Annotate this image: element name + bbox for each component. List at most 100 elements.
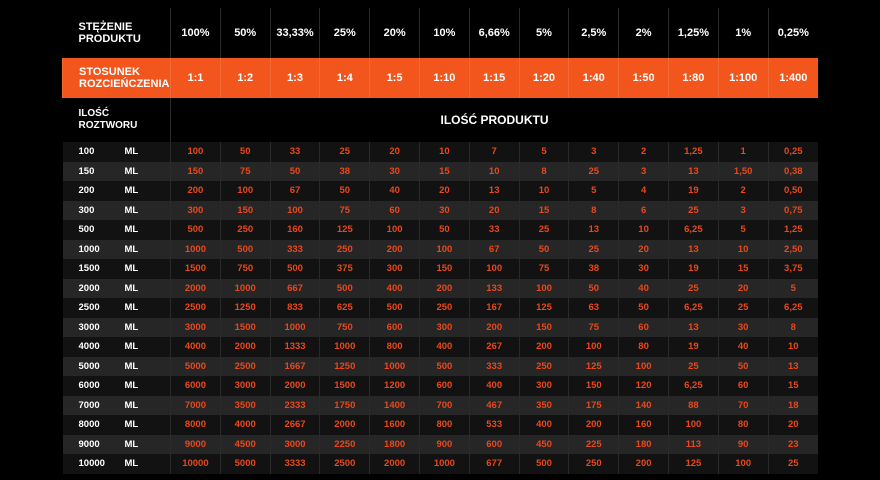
product-amount: 1250 bbox=[219, 298, 271, 318]
volume-cell: 100 ML bbox=[62, 142, 171, 162]
volume-cell: 2000 ML bbox=[62, 278, 171, 298]
product-amount: 167 bbox=[468, 298, 520, 318]
data-row: 6000 ML 6000 3000 2000 1500 1200 600 400 300 150 12… bbox=[62, 376, 818, 396]
product-amount: 38 bbox=[568, 259, 619, 279]
product-amount: 125 bbox=[518, 298, 569, 318]
product-amount: 1000 bbox=[269, 317, 320, 337]
volume-cell: 500 ML bbox=[62, 220, 171, 240]
product-amount: 15 bbox=[518, 200, 569, 220]
concentration-row: STĘŻENIE PRODUKTU 100% 50% 33,33% 25% 20% 10% 6… bbox=[63, 8, 818, 58]
product-amount: 100 bbox=[219, 181, 271, 201]
product-amount: 467 bbox=[468, 395, 520, 415]
data-row: 100 ML 100 50 33 25 20 10 7 5 3 2 1,25 1 0,25 bbox=[62, 142, 818, 162]
volume: 500 bbox=[78, 224, 95, 236]
data-row: 10000 ML 10000 5000 3333 2500 2000 1000 677 500 25… bbox=[62, 454, 818, 474]
product-amount: 67 bbox=[269, 181, 320, 201]
ratio-cell: 1:5 bbox=[369, 58, 420, 98]
product-amount: 400 bbox=[468, 376, 520, 396]
ratio-cell: 1:400 bbox=[767, 58, 818, 98]
product-amount: 4 bbox=[618, 181, 669, 201]
unit: ML bbox=[124, 165, 139, 177]
product-amount: 40 bbox=[369, 181, 420, 201]
product-amount: 13 bbox=[767, 356, 818, 376]
product-amount: 250 bbox=[518, 356, 569, 376]
product-amount: 7 bbox=[468, 142, 520, 162]
product-amount: 500 bbox=[518, 454, 569, 474]
product-amount: 60 bbox=[369, 200, 420, 220]
product-amount: 3000 bbox=[170, 317, 221, 337]
product-amount: 25 bbox=[667, 278, 719, 298]
product-amount: 125 bbox=[568, 356, 619, 376]
volume: 9000 bbox=[78, 438, 100, 450]
product-amount: 600 bbox=[468, 434, 520, 454]
product-amount: 750 bbox=[219, 259, 271, 279]
product-amount: 4000 bbox=[170, 337, 221, 357]
product-amount: 2000 bbox=[269, 376, 320, 396]
unit: ML bbox=[124, 146, 139, 158]
product-amount: 5 bbox=[767, 278, 818, 298]
product-amount: 6,25 bbox=[667, 376, 719, 396]
product-amount: 7000 bbox=[170, 395, 221, 415]
data-row: 5000 ML 5000 2500 1667 1250 1000 500 333 250 125 10… bbox=[62, 356, 818, 376]
product-amount: 150 bbox=[568, 376, 619, 396]
concentration-cell: 10% bbox=[419, 8, 470, 58]
product-amount: 25 bbox=[568, 239, 619, 259]
product-amount: 2500 bbox=[170, 298, 221, 318]
product-amount: 100 bbox=[518, 278, 569, 298]
product-amount: 1,25 bbox=[767, 220, 818, 240]
product-amount: 19 bbox=[667, 181, 719, 201]
concentration-cell: 2% bbox=[618, 8, 669, 58]
product-amount: 75 bbox=[568, 317, 619, 337]
product-amount: 3333 bbox=[269, 454, 320, 474]
ratio-cell: 1:2 bbox=[219, 58, 271, 98]
product-amount: 6000 bbox=[170, 376, 221, 396]
product-amount: 6,25 bbox=[767, 298, 818, 318]
ratio-cell: 1:15 bbox=[468, 58, 520, 98]
volume: 2000 bbox=[78, 282, 100, 294]
product-amount: 8 bbox=[568, 200, 619, 220]
product-amount: 600 bbox=[369, 317, 420, 337]
product-amount: 13 bbox=[667, 239, 719, 259]
concentration-cell: 0,25% bbox=[767, 8, 818, 58]
product-amount: 500 bbox=[319, 278, 370, 298]
product-amount: 3,75 bbox=[767, 259, 818, 279]
unit: ML bbox=[124, 263, 139, 275]
concentration-cell: 1,25% bbox=[667, 8, 719, 58]
product-amount: 2000 bbox=[319, 415, 370, 435]
product-amount: 300 bbox=[518, 376, 569, 396]
product-amount: 1200 bbox=[369, 376, 420, 396]
product-amount: 200 bbox=[518, 337, 569, 357]
product-amount: 2667 bbox=[269, 415, 320, 435]
unit: ML bbox=[124, 185, 139, 197]
product-amount: 88 bbox=[667, 395, 719, 415]
product-amount: 300 bbox=[419, 317, 470, 337]
product-amount: 3 bbox=[568, 142, 619, 162]
product-amount: 25 bbox=[717, 298, 769, 318]
product-amount: 1250 bbox=[319, 356, 370, 376]
product-amount: 10 bbox=[717, 239, 769, 259]
product-amount: 350 bbox=[518, 395, 569, 415]
product-amount: 600 bbox=[419, 376, 470, 396]
volume: 200 bbox=[78, 185, 95, 197]
product-amount: 75 bbox=[319, 200, 370, 220]
product-amount: 10 bbox=[767, 337, 818, 357]
product-amount: 8000 bbox=[170, 415, 221, 435]
product-amount: 1600 bbox=[369, 415, 420, 435]
product-amount: 50 bbox=[568, 278, 619, 298]
product-amount: 1000 bbox=[170, 239, 221, 259]
ratio-label: STOSUNEK ROZCIEŃCZENIA bbox=[79, 66, 170, 90]
product-amount: 25 bbox=[319, 142, 370, 162]
product-amount: 8 bbox=[767, 317, 818, 337]
concentration-cell: 2,5% bbox=[568, 8, 619, 58]
product-amount: 15 bbox=[717, 259, 769, 279]
product-amount: 13 bbox=[468, 181, 520, 201]
product-amount: 300 bbox=[170, 200, 221, 220]
product-amount: 6,25 bbox=[667, 298, 719, 318]
product-amount: 160 bbox=[618, 415, 669, 435]
product-amount: 50 bbox=[319, 181, 370, 201]
volume: 5000 bbox=[78, 360, 100, 372]
product-amount: 4000 bbox=[219, 415, 271, 435]
product-amount: 60 bbox=[717, 376, 769, 396]
unit: ML bbox=[124, 302, 139, 314]
volume: 150 bbox=[78, 165, 95, 177]
